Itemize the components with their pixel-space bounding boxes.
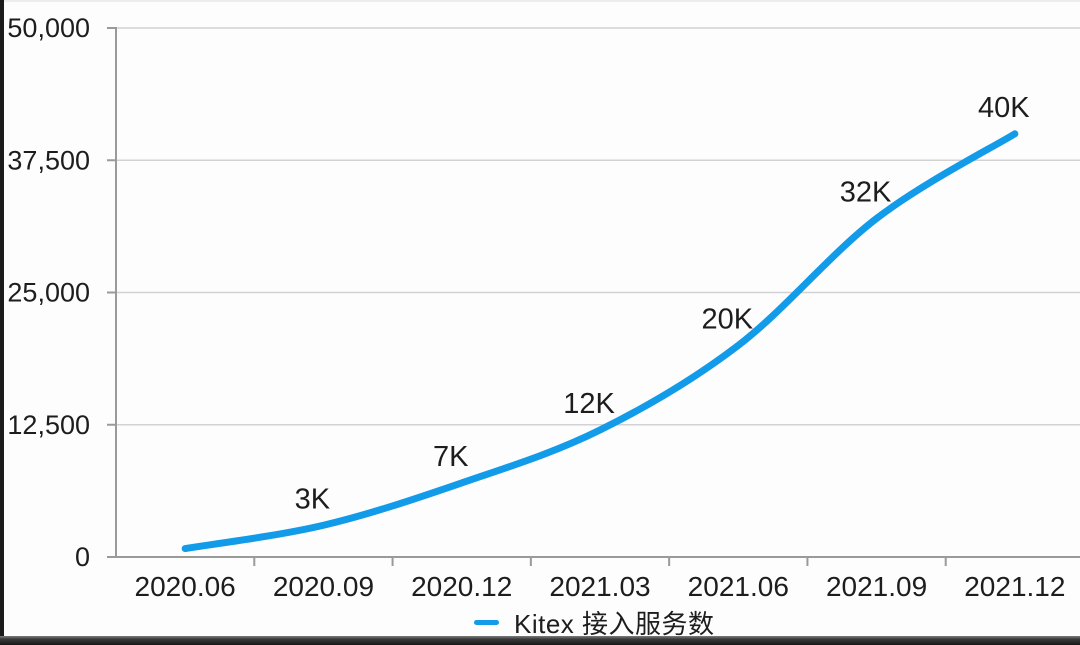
legend-label: Kitex 接入服务数 bbox=[514, 608, 715, 639]
x-axis-label: 2020.12 bbox=[411, 571, 512, 602]
series-line bbox=[181, 130, 1019, 553]
y-axis-tick-label: 37,500 bbox=[7, 145, 90, 175]
window-top-edge bbox=[0, 0, 1080, 2]
chart-legend: Kitex 接入服务数 bbox=[474, 607, 715, 639]
data-point-label: 3K bbox=[295, 483, 331, 515]
x-axis-label: 2021.09 bbox=[826, 571, 927, 602]
x-axis-label: 2020.09 bbox=[273, 571, 374, 602]
x-axis-label: 2020.06 bbox=[135, 571, 236, 602]
x-axis-label: 2021.12 bbox=[964, 571, 1065, 602]
gridlines-group bbox=[116, 27, 1080, 426]
data-point-label: 20K bbox=[701, 303, 753, 335]
data-point-label: 12K bbox=[563, 388, 615, 420]
x-axis-label: 2021.06 bbox=[688, 571, 789, 602]
y-axis-tick-label: 25,000 bbox=[7, 278, 90, 308]
y-axis-tick-label: 12,500 bbox=[7, 410, 90, 440]
data-point-label: 7K bbox=[433, 441, 469, 473]
y-axis-tick-label: 50,000 bbox=[7, 13, 90, 43]
data-point-label: 32K bbox=[840, 176, 892, 208]
labels-group: 0 12,500 25,000 37,500 50,000 2020.06 2020.09 2… bbox=[7, 13, 1065, 602]
window-left-border bbox=[0, 0, 4, 645]
series-group bbox=[181, 130, 1019, 553]
axis-ticks-group bbox=[107, 27, 947, 566]
data-point-label: 40K bbox=[978, 92, 1030, 124]
window-bottom-bar bbox=[0, 636, 1080, 645]
y-axis-tick-label: 0 bbox=[75, 542, 90, 572]
x-axis-label: 2021.03 bbox=[549, 571, 650, 602]
legend-line-marker bbox=[474, 619, 499, 625]
